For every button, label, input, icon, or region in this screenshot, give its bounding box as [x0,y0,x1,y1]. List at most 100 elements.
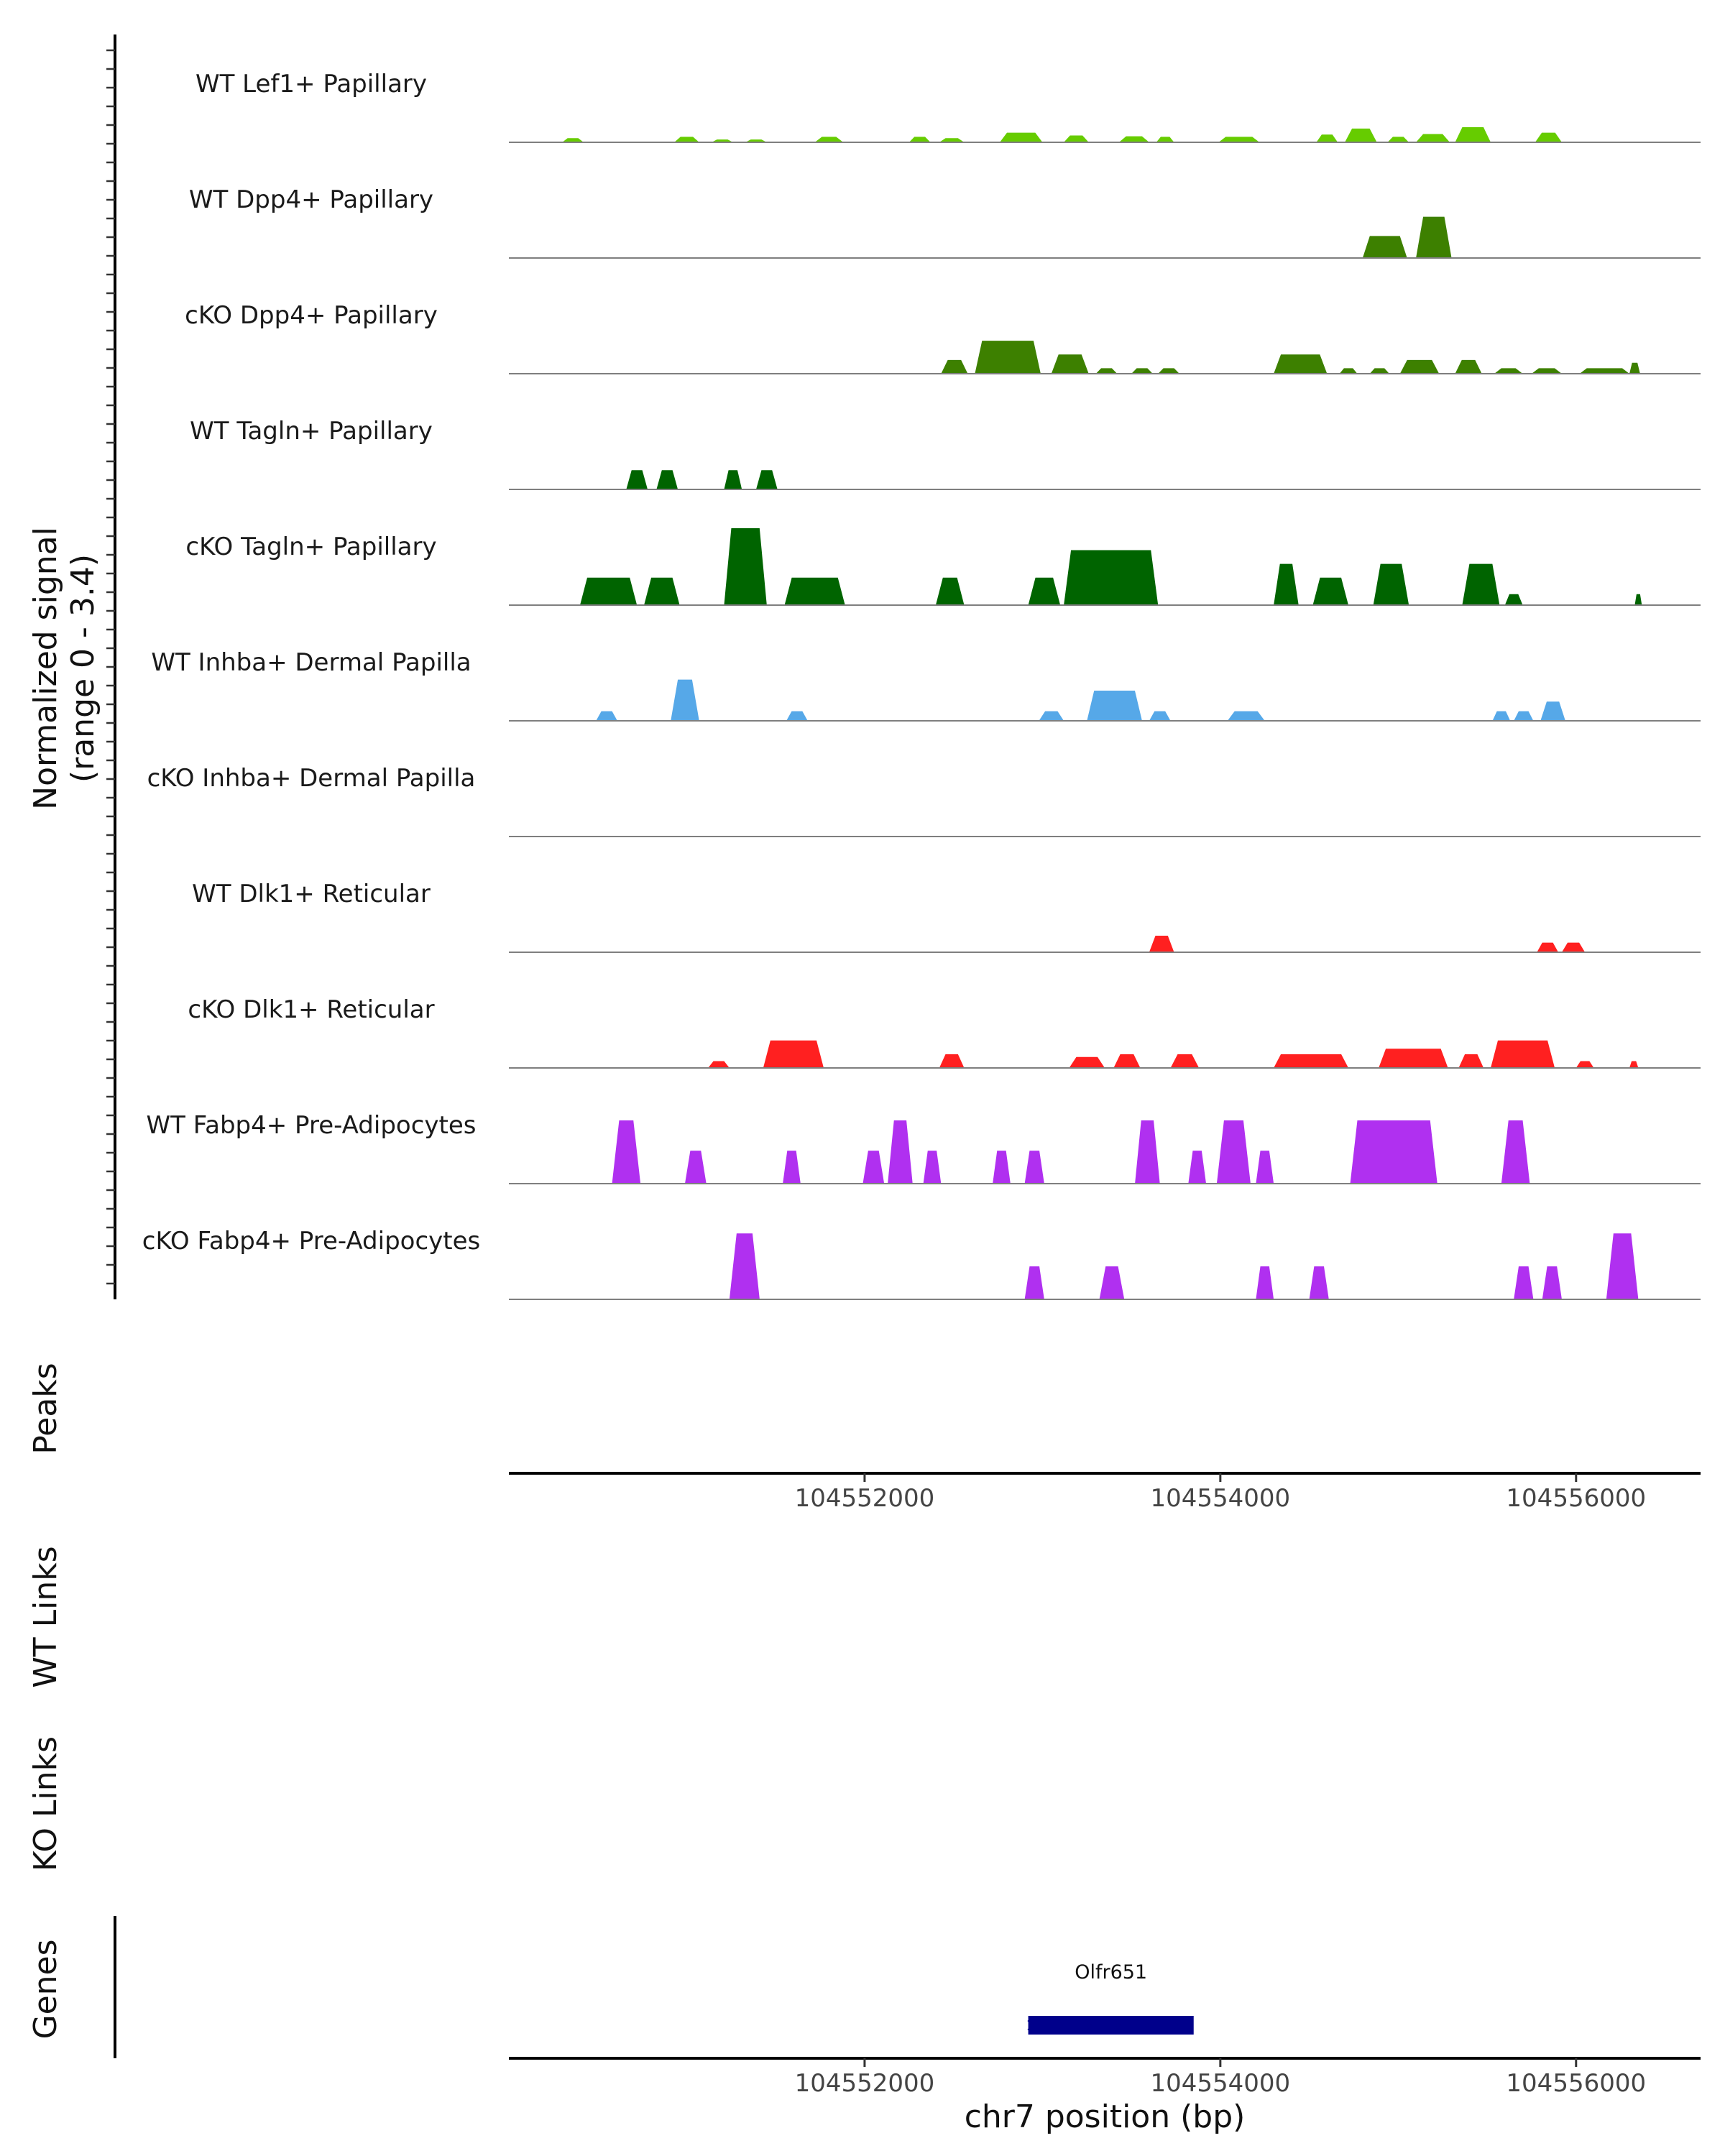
track-cko-inhba-dermal-papilla: cKO Inhba+ Dermal Papilla [147,764,1701,837]
strand-arrow [1113,2019,1121,2031]
signal-peak [1339,368,1358,374]
signal-peak [1455,359,1482,374]
gene-annotations: Olfr651 [1027,1961,1194,2035]
strand-arrow [1056,2019,1063,2031]
signal-peak [1051,354,1089,374]
coverage-tracks: WT Lef1+ Papillary WT Dpp4+ Papillary cKO … [142,70,1701,1300]
signal-peak [1561,942,1586,952]
signal-peak [1504,594,1523,605]
signal-peak [1387,137,1409,142]
signal-peak [783,1151,801,1184]
signal-peak [1149,711,1171,721]
track-label: WT Dlk1+ Reticular [192,880,431,908]
track-label: WT Fabp4+ Pre-Adipocytes [147,1111,477,1140]
signal-peak [1087,690,1142,721]
signal-peak [1399,359,1440,374]
signal-peak [1218,137,1260,142]
signal-peak [784,577,845,605]
signal-peak [1458,1054,1484,1068]
x-tick-label: 104556000 [1506,2069,1646,2098]
signal-peak [888,1120,913,1184]
x-axis-title: chr7 position (bp) [965,2099,1246,2135]
signal-peak [1227,711,1265,721]
wt-links-panel-title: WT Links [27,1546,64,1687]
signal-peak [1542,1266,1562,1299]
signal-peak [1373,563,1409,605]
signal-peak [1634,594,1642,605]
signal-peak [923,1151,942,1184]
signal-peak [786,711,808,721]
signal-peak [1028,577,1061,605]
genes-panel-title: Genes [27,1939,64,2039]
peaks-x-axis-ticks: 104552000 104554000 104556000 [795,1473,1646,1513]
signal-peak [1579,368,1630,374]
signal-peak [1490,1040,1555,1068]
signal-peak [708,1061,730,1068]
track-label: WT Tagln+ Papillary [190,417,433,446]
signal-peak [1350,1120,1438,1184]
signal-peak [1514,711,1534,721]
signal-peak [1379,1049,1448,1068]
signal-peak [1416,134,1450,142]
y-axis-title-line1: Normalized signal [27,527,64,810]
signal-peak [1064,550,1159,605]
track-label: WT Lef1+ Papillary [196,70,427,98]
signal-peak [941,359,968,374]
gene-body [1028,2016,1194,2035]
signal-peak [626,470,648,489]
x-tick-label: 104552000 [795,2069,935,2098]
signal-peak [1131,368,1153,374]
track-label: cKO Dpp4+ Papillary [185,301,438,330]
signal-peak [862,1151,885,1184]
signal-peak [1494,368,1523,374]
signal-peak [755,470,778,489]
signal-peak [1531,368,1562,374]
signal-peak [939,138,965,142]
track-cko-dpp4-papillary: cKO Dpp4+ Papillary [185,301,1701,374]
signal-peak [1118,136,1149,142]
signal-peak [1188,1151,1207,1184]
signal-peak [1455,126,1491,142]
signal-peak [939,1054,965,1068]
signal-peak [1170,1054,1200,1068]
x-tick-label: 104552000 [795,1484,935,1513]
signal-peak [1416,216,1452,258]
signal-peak [935,577,965,605]
track-label: cKO Tagln+ Papillary [185,533,436,561]
signal-peak [1069,1056,1105,1068]
signal-peak [1369,368,1389,374]
track-cko-fabp4-pre-adipocytes: cKO Fabp4+ Pre-Adipocytes [142,1227,1701,1300]
signal-peak [975,341,1041,374]
signal-peak [729,1233,760,1299]
coverage-y-ticks [106,49,115,1285]
signal-peak [1629,1061,1639,1068]
signal-peak [1316,134,1338,142]
track-label: cKO Fabp4+ Pre-Adipocytes [142,1227,481,1256]
signal-peak [562,138,584,142]
signal-peak [1024,1266,1044,1299]
signal-peak [1576,1061,1594,1068]
signal-peak [684,1151,707,1184]
track-wt-dpp4-papillary: WT Dpp4+ Papillary [189,185,1701,259]
strand-arrow [1171,2019,1178,2031]
signal-peak [1113,1054,1141,1068]
signal-peak [1064,135,1089,142]
ko-links-panel-title: KO Links [27,1736,64,1871]
signal-peak [814,137,844,142]
track-label: WT Dpp4+ Papillary [189,185,433,214]
signal-peak [993,1151,1011,1184]
signal-peak [1540,701,1565,721]
genes-x-axis-ticks: 104552000 104554000 104556000 [795,2058,1646,2098]
strand-arrow [1085,2019,1092,2031]
signal-peak [763,1040,824,1068]
track-wt-lef1-papillary: WT Lef1+ Papillary [196,70,1701,143]
peaks-panel-title: Peaks [27,1363,64,1454]
track-wt-dlk1-reticular: WT Dlk1+ Reticular [192,880,1701,953]
signal-peak [1158,368,1179,374]
track-label: cKO Dlk1+ Reticular [188,995,434,1024]
signal-peak [1535,132,1562,142]
track-cko-tagln-papillary: cKO Tagln+ Papillary [185,528,1701,606]
signal-peak [999,132,1043,142]
signal-peak [1501,1120,1530,1184]
